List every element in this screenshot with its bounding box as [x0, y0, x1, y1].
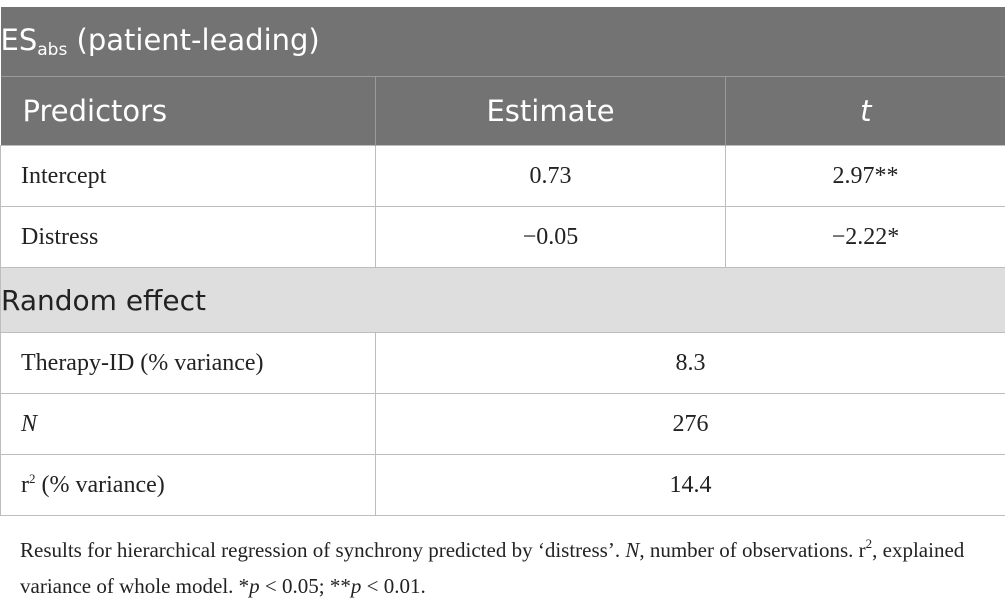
random-effect-heading: Random effect	[0, 267, 1005, 333]
row-t-value: 2.97**	[724, 145, 1005, 207]
table-row-intercept: Intercept 0.73 2.97**	[0, 145, 1005, 207]
row-label: N	[0, 393, 376, 455]
table-row-n: N 276	[0, 393, 1005, 455]
table-title: ESabs (patient-leading)	[0, 7, 1005, 77]
table-header-row: Predictors Estimate t	[0, 76, 1005, 146]
row-label: r2 (% variance)	[0, 454, 376, 516]
random-effect-section-row: Random effect	[0, 267, 1005, 333]
row-t-value: −2.22*	[724, 206, 1005, 268]
regression-table: ESabs (patient-leading) Predictors Estim…	[0, 7, 1005, 516]
row-label: Therapy-ID (% variance)	[0, 332, 376, 394]
header-t: t	[724, 76, 1005, 146]
row-value: 14.4	[374, 454, 1005, 516]
row-value: 8.3	[374, 332, 1005, 394]
header-predictors: Predictors	[0, 76, 376, 146]
table-row-distress: Distress −0.05 −2.22*	[0, 206, 1005, 268]
table-title-row: ESabs (patient-leading)	[0, 7, 1005, 77]
table-row-therapy-id: Therapy-ID (% variance) 8.3	[0, 332, 1005, 394]
row-label: Intercept	[0, 145, 376, 207]
table-row-r-squared: r2 (% variance) 14.4	[0, 454, 1005, 516]
header-estimate: Estimate	[375, 76, 726, 146]
row-label: Distress	[0, 206, 376, 268]
row-estimate: −0.05	[375, 206, 726, 268]
table-footnote: Results for hierarchical regression of s…	[20, 536, 965, 598]
row-estimate: 0.73	[375, 145, 726, 207]
row-value: 276	[374, 393, 1005, 455]
